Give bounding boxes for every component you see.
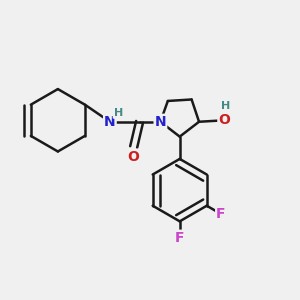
- Text: F: F: [175, 231, 184, 245]
- Text: O: O: [218, 113, 230, 127]
- Text: N: N: [104, 115, 116, 129]
- Text: N: N: [154, 115, 166, 129]
- Text: F: F: [216, 207, 226, 221]
- Text: H: H: [221, 101, 230, 111]
- Text: O: O: [128, 149, 140, 164]
- Text: H: H: [114, 108, 123, 118]
